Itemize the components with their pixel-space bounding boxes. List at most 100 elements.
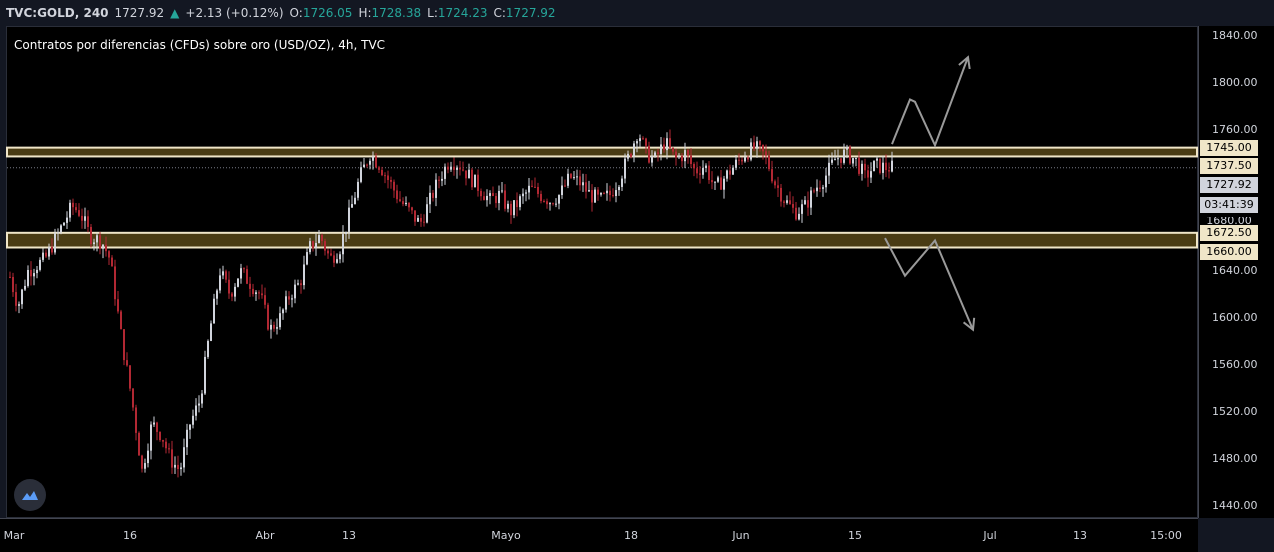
candle-body (852, 158, 854, 164)
symbol-header: TVC:GOLD, 240 1727.92 ▲ +2.13 (+0.12%) O… (0, 0, 1274, 26)
badge-support-top: 1672.50 (1200, 225, 1258, 241)
resistance-zone (6, 146, 1198, 158)
candle-body (642, 138, 644, 140)
candle-body (549, 203, 551, 205)
symbol-name[interactable]: TVC:GOLD, 240 (6, 6, 109, 20)
candle-body (333, 255, 335, 263)
candle-body (813, 190, 815, 192)
time-tick-label: 13 (1073, 529, 1087, 542)
candle-body (33, 273, 35, 277)
candle-body (18, 304, 20, 306)
candle-body (861, 163, 863, 174)
candle-body (876, 158, 878, 161)
candle-body (771, 169, 773, 182)
price-tick-label: 1800.00 (1212, 76, 1258, 89)
candle-body (207, 340, 209, 357)
candle-body (780, 187, 782, 202)
candle-body (885, 162, 887, 171)
candle-body (420, 217, 422, 222)
time-tick-label: 16 (123, 529, 137, 542)
candle-body (438, 179, 440, 181)
candle-body (183, 447, 185, 468)
candle-body (204, 356, 206, 394)
candle-body (579, 176, 581, 186)
candle-body (792, 204, 794, 208)
candle-body (315, 242, 317, 249)
candle-body (540, 193, 542, 201)
candle-body (72, 202, 74, 208)
candle-body (795, 207, 797, 220)
candle-body (267, 304, 269, 330)
badge-resistance-top: 1745.00 (1200, 140, 1258, 156)
time-axis[interactable] (0, 518, 1198, 552)
candle-body (405, 202, 407, 205)
candle-body (45, 252, 47, 257)
candle-body (375, 156, 377, 168)
candle-body (534, 186, 536, 188)
candle-body (66, 217, 68, 223)
candle-body (756, 141, 758, 149)
candle-body (186, 429, 188, 448)
candle-body (588, 190, 590, 192)
candle-body (249, 283, 251, 289)
chart-title: Contratos por diferencias (CFDs) sobre o… (14, 38, 386, 52)
candle-body (165, 441, 167, 449)
candle-body (228, 279, 230, 294)
candle-body (276, 327, 278, 329)
candle-body (162, 440, 164, 442)
price-axis[interactable] (1198, 26, 1274, 518)
tradingview-cloud-icon[interactable] (14, 479, 46, 511)
candle-body (450, 166, 452, 170)
candle-body (246, 269, 248, 284)
candle-body (507, 203, 509, 209)
candle-body (192, 415, 194, 425)
price-change: +2.13 (+0.12%) (185, 6, 284, 20)
time-tick-label: Jun (732, 529, 750, 542)
candle-body (570, 173, 572, 178)
candle-body (261, 293, 263, 296)
candle-body (351, 204, 353, 208)
candle-body (669, 138, 671, 148)
candle-body (804, 200, 806, 205)
candle-body (27, 270, 29, 286)
candle-body (393, 181, 395, 191)
candle-body (744, 157, 746, 162)
candle-body (408, 202, 410, 208)
candle-body (252, 288, 254, 295)
candle-body (735, 159, 737, 168)
candle-body (753, 142, 755, 149)
candle-body (339, 254, 341, 260)
badge-resistance-bottom: 1737.50 (1200, 158, 1258, 174)
candle-body (600, 193, 602, 195)
candle-body (432, 192, 434, 198)
candle-body (825, 175, 827, 188)
candle-body (867, 170, 869, 178)
time-tick-label: Jul (983, 529, 997, 542)
candle-body (141, 455, 143, 469)
candle-body (285, 296, 287, 310)
candle-body (237, 278, 239, 287)
candle-body (342, 234, 344, 255)
candle-body (54, 233, 56, 253)
candle-body (21, 289, 23, 305)
candle-body (525, 192, 527, 194)
time-tick-label: 18 (624, 529, 638, 542)
candle-body (423, 221, 425, 223)
candle-body (696, 168, 698, 174)
candle-body (837, 158, 839, 160)
candle-body (201, 393, 203, 404)
candle-body (396, 190, 398, 200)
candle-body (462, 169, 464, 171)
chart-plot-area[interactable] (6, 26, 1198, 518)
candle-body (24, 285, 26, 290)
price-tick-label: 1560.00 (1212, 358, 1258, 371)
last-price: 1727.92 (114, 6, 165, 20)
candle-body (114, 266, 116, 300)
candle-body (663, 144, 665, 151)
candle-body (414, 210, 416, 222)
candle-body (537, 186, 539, 194)
candle-body (708, 165, 710, 181)
candle-body (36, 269, 38, 274)
candle-body (180, 467, 182, 470)
candle-body (366, 164, 368, 166)
